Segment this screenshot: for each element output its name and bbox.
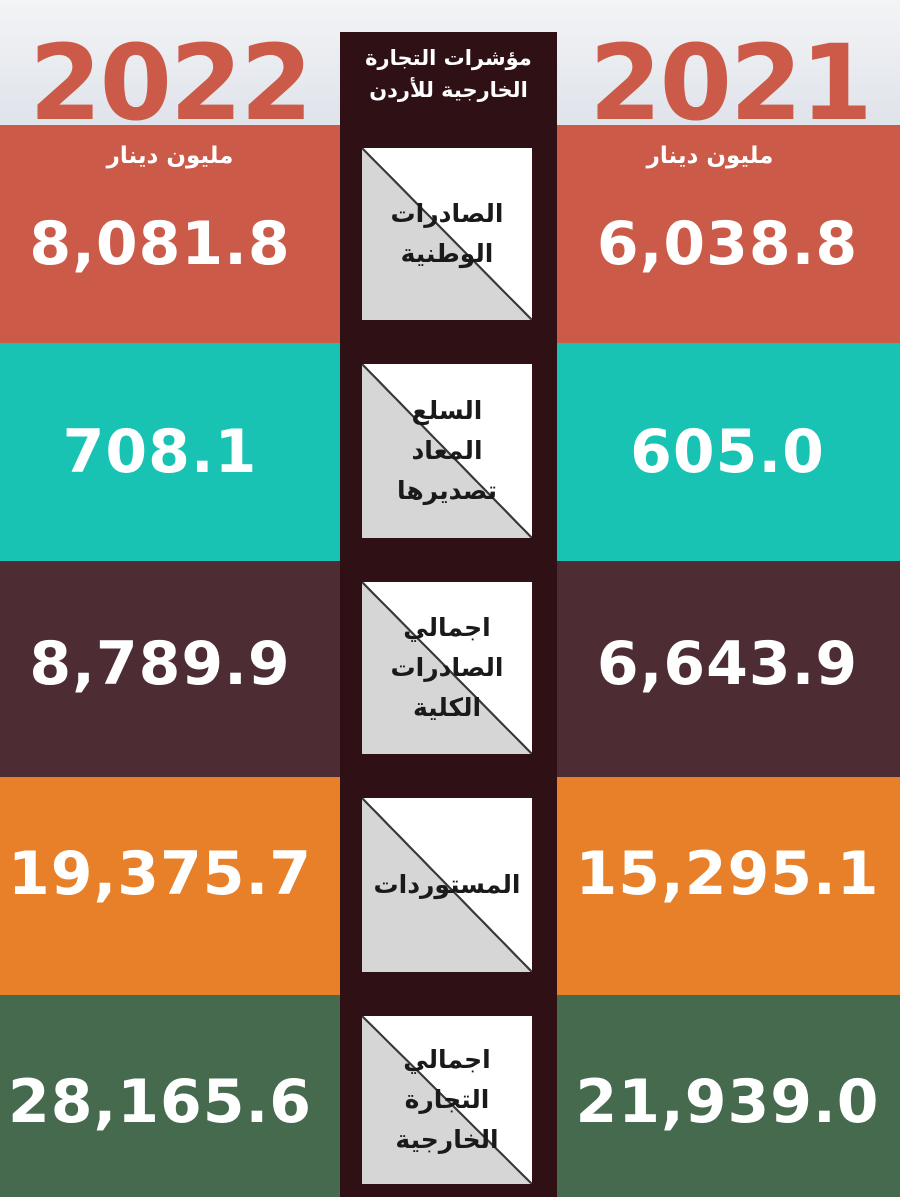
label-card-re-exports: السلع المعاد تصديرها bbox=[362, 364, 532, 538]
label-card-total-trade: اجمالي التجارة الخارجية bbox=[362, 1016, 532, 1184]
value-2022-re-exports: 708.1 bbox=[62, 417, 258, 487]
value-2021-re-exports: 605.0 bbox=[630, 417, 825, 487]
infographic-title: مؤشرات التجارة الخارجية للأردن bbox=[365, 46, 532, 102]
label-total-exports: اجمالي الصادرات الكلية bbox=[390, 613, 504, 722]
value-2021-imports: 15,295.1 bbox=[575, 839, 880, 909]
unit-label-2022: مليون دينار bbox=[106, 143, 234, 169]
value-2021-national-exports: 6,038.8 bbox=[596, 209, 859, 279]
unit-label-2021: مليون دينار bbox=[646, 143, 774, 169]
label-card-total-exports: اجمالي الصادرات الكلية bbox=[362, 582, 532, 754]
value-2022-national-exports: 8,081.8 bbox=[29, 209, 291, 279]
label-national-exports: الصادرات الوطنية bbox=[390, 199, 504, 268]
value-2022-total-trade: 28,165.6 bbox=[7, 1067, 313, 1137]
value-2022-total-exports: 8,789.9 bbox=[29, 629, 291, 699]
value-2021-total-exports: 6,643.9 bbox=[596, 629, 859, 699]
label-imports: المستوردات bbox=[373, 870, 521, 899]
label-total-trade: اجمالي التجارة الخارجية bbox=[395, 1045, 499, 1154]
label-card-imports: المستوردات bbox=[362, 798, 532, 972]
label-card-national-exports: الصادرات الوطنية bbox=[362, 148, 532, 320]
label-re-exports: السلع المعاد تصديرها bbox=[396, 396, 498, 505]
year-2021-heading: 2021 bbox=[589, 22, 872, 144]
value-2022-imports: 19,375.7 bbox=[7, 839, 313, 909]
value-2021-total-trade: 21,939.0 bbox=[575, 1067, 880, 1137]
year-2022-heading: 2022 bbox=[29, 22, 312, 144]
